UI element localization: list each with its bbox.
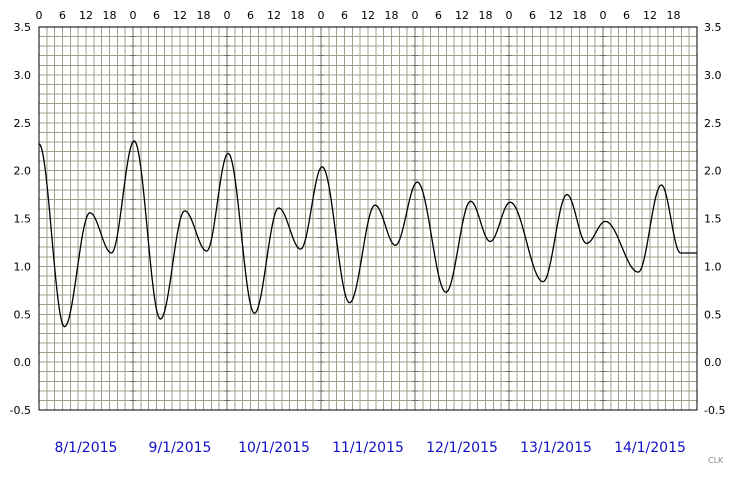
y-tick-label-left: 3.0 bbox=[14, 69, 32, 82]
x-hour-label: 0 bbox=[318, 9, 325, 22]
x-date-label: 9/1/2015 bbox=[149, 440, 212, 456]
y-tick-label-left: -0.5 bbox=[10, 404, 31, 417]
x-date-label: 14/1/2015 bbox=[614, 440, 686, 456]
x-hour-label: 12 bbox=[267, 9, 281, 22]
y-tick-label-left: 2.5 bbox=[14, 117, 32, 130]
series-line bbox=[38, 140, 697, 328]
x-hour-label: 0 bbox=[36, 9, 43, 22]
y-axis-right-labels: 3.5 3.0 2.5 2.0 1.5 1.0 0.5 0.0 -0.5 bbox=[704, 21, 725, 417]
x-hour-label: 6 bbox=[529, 9, 536, 22]
x-hour-label: 6 bbox=[59, 9, 66, 22]
y-tick-label-right: 2.5 bbox=[704, 117, 722, 130]
x-hour-label: 18 bbox=[667, 9, 681, 22]
x-hour-label: 12 bbox=[361, 9, 375, 22]
x-hour-label: 6 bbox=[623, 9, 630, 22]
x-hour-label: 12 bbox=[549, 9, 563, 22]
x-hour-label: 0 bbox=[412, 9, 419, 22]
x-hour-label: 6 bbox=[341, 9, 348, 22]
series-layer bbox=[38, 140, 697, 328]
x-hour-label: 0 bbox=[600, 9, 607, 22]
grid-lines bbox=[38, 26, 698, 411]
y-tick-label-right: 3.5 bbox=[704, 21, 722, 34]
x-axis-hour-labels: 0 6 12 18 0 6 12 18 0 6 12 18 0 6 12 18 0 6 12 18 0 6 12 18 0 6 12… bbox=[36, 9, 681, 22]
y-tick-label-left: 0.0 bbox=[14, 356, 32, 369]
y-tick-label-right: 1.5 bbox=[704, 213, 722, 226]
y-tick-label-right: 0.5 bbox=[704, 308, 722, 321]
x-hour-label: 18 bbox=[479, 9, 493, 22]
x-hour-label: 18 bbox=[385, 9, 399, 22]
y-tick-label-right: 0.0 bbox=[704, 356, 722, 369]
x-hour-label: 12 bbox=[79, 9, 93, 22]
x-hour-label: 12 bbox=[643, 9, 657, 22]
x-hour-label: 12 bbox=[173, 9, 187, 22]
x-date-label: 8/1/2015 bbox=[55, 440, 118, 456]
x-date-label: 13/1/2015 bbox=[520, 440, 592, 456]
x-date-label: 11/1/2015 bbox=[332, 440, 404, 456]
x-date-label: 10/1/2015 bbox=[238, 440, 310, 456]
y-tick-label-left: 1.5 bbox=[14, 213, 32, 226]
y-tick-label-left: 0.5 bbox=[14, 308, 32, 321]
minor-ticks bbox=[130, 26, 606, 411]
x-axis-date-labels: 8/1/2015 9/1/2015 10/1/2015 11/1/2015 12/1/2… bbox=[55, 440, 686, 456]
x-hour-label: 0 bbox=[224, 9, 231, 22]
x-hour-label: 18 bbox=[573, 9, 587, 22]
x-hour-label: 12 bbox=[455, 9, 469, 22]
plot-frame bbox=[38, 26, 698, 411]
x-hour-label: 0 bbox=[130, 9, 137, 22]
y-tick-label-right: 2.0 bbox=[704, 165, 722, 178]
y-tick-label-right: -0.5 bbox=[704, 404, 725, 417]
x-hour-label: 18 bbox=[103, 9, 117, 22]
y-tick-label-right: 1.0 bbox=[704, 260, 722, 273]
y-tick-label-left: 2.0 bbox=[14, 165, 32, 178]
credit-label: CLK bbox=[708, 456, 724, 465]
x-hour-label: 6 bbox=[153, 9, 160, 22]
x-hour-label: 0 bbox=[506, 9, 513, 22]
x-date-label: 12/1/2015 bbox=[426, 440, 498, 456]
x-hour-label: 18 bbox=[197, 9, 211, 22]
y-tick-label-right: 3.0 bbox=[704, 69, 722, 82]
x-hour-label: 6 bbox=[247, 9, 254, 22]
x-hour-label: 18 bbox=[291, 9, 305, 22]
y-tick-label-left: 1.0 bbox=[14, 260, 32, 273]
y-axis-left-labels: 3.5 3.0 2.5 2.0 1.5 1.0 0.5 0.0 -0.5 bbox=[10, 21, 31, 417]
y-tick-label-left: 3.5 bbox=[14, 21, 32, 34]
x-hour-label: 6 bbox=[435, 9, 442, 22]
